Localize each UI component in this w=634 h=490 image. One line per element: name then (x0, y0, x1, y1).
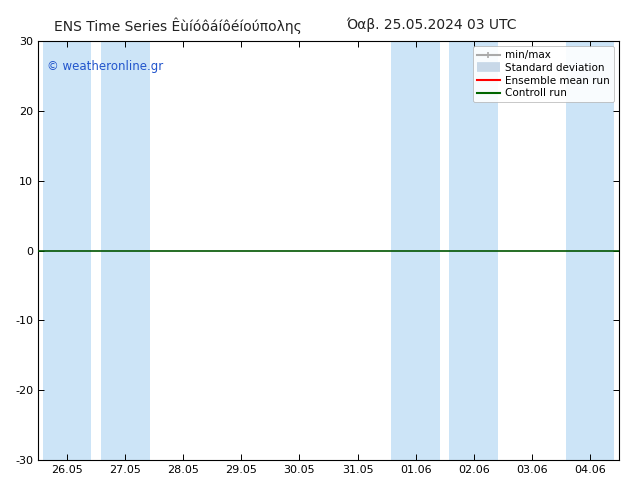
Bar (566, 41, 614, 460)
Text: ENS Time Series Êùíóôáíôéíούπολης: ENS Time Series Êùíóôáíôéíούπολης (54, 17, 301, 34)
Text: © weatheronline.gr: © weatheronline.gr (47, 60, 163, 73)
Bar (450, 41, 498, 460)
Bar (391, 41, 440, 460)
Text: Όαβ. 25.05.2024 03 UTC: Όαβ. 25.05.2024 03 UTC (346, 17, 516, 32)
Legend: min/max, Standard deviation, Ensemble mean run, Controll run: min/max, Standard deviation, Ensemble me… (472, 46, 614, 102)
Bar (101, 41, 150, 460)
Bar (42, 41, 91, 460)
